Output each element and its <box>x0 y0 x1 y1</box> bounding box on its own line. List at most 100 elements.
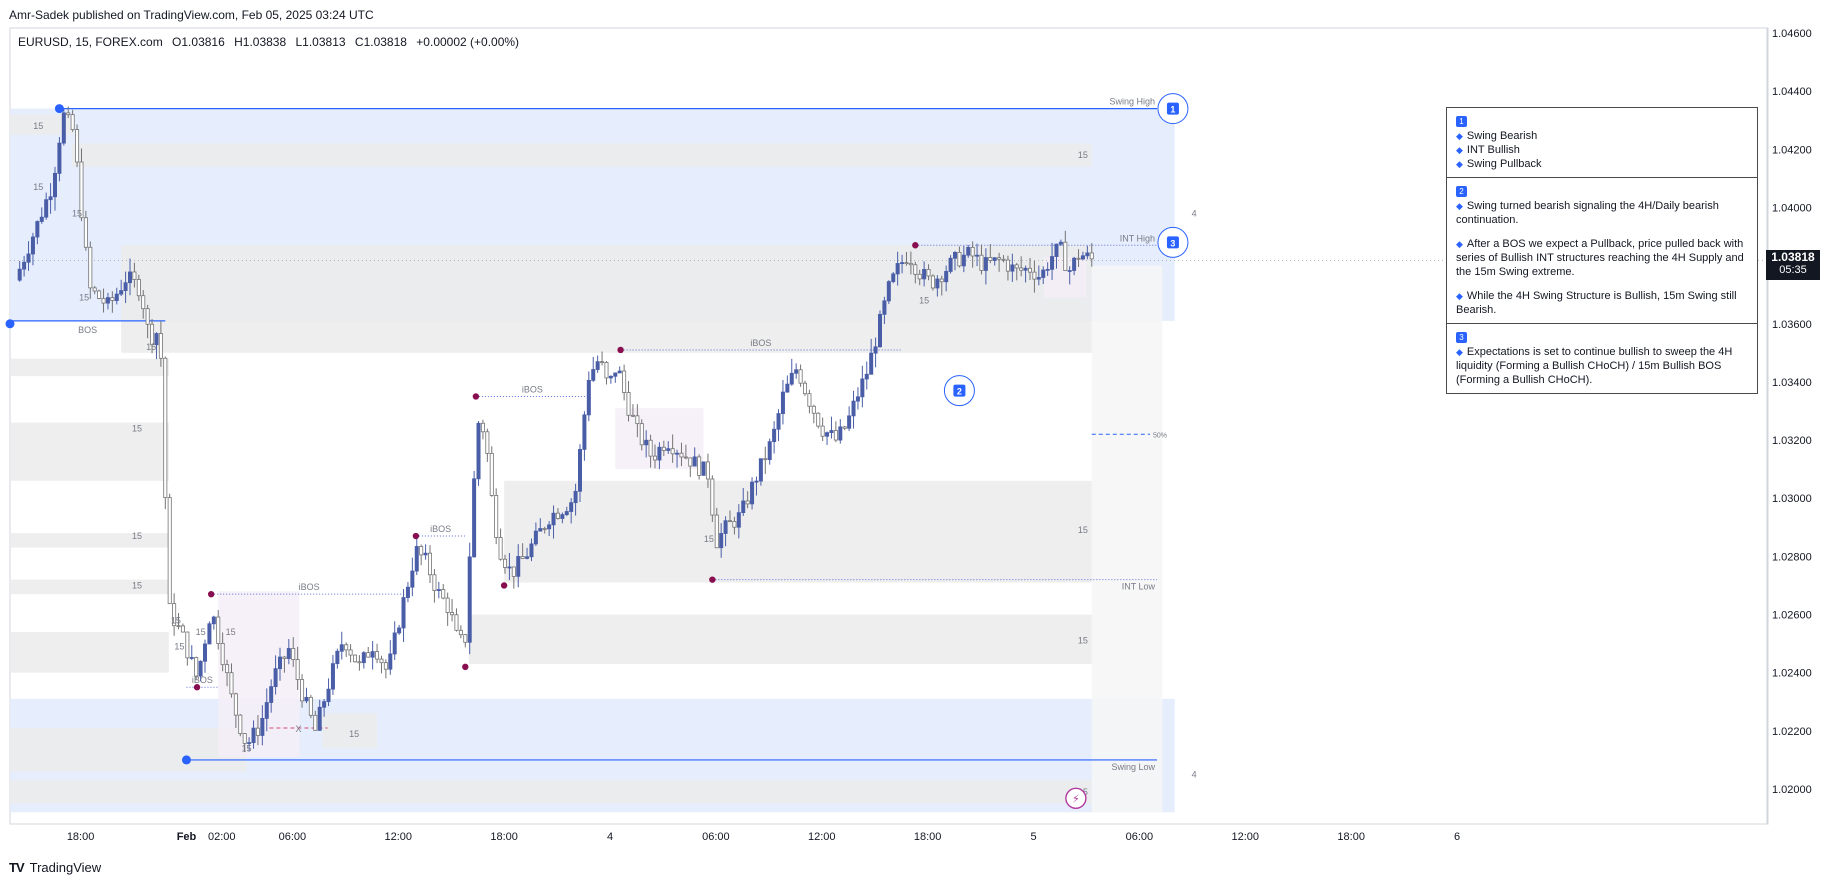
candle-body <box>675 452 680 455</box>
diamond-bullet-icon: ◆ <box>1456 347 1463 357</box>
candle-body <box>913 264 918 275</box>
candle-body <box>573 490 578 504</box>
candle-body <box>908 262 913 266</box>
candle-body <box>564 511 569 516</box>
candle-body <box>939 278 944 283</box>
candle-body <box>705 461 710 480</box>
candle-body <box>736 512 741 528</box>
candle-body <box>61 112 66 144</box>
candle-body <box>555 512 560 519</box>
time-tick-label: 12:00 <box>1232 831 1260 843</box>
candle-body <box>873 346 878 354</box>
candle-body <box>300 679 305 702</box>
symbol-label[interactable]: EURUSD, 15, FOREX.com <box>18 35 163 49</box>
candle-body <box>895 263 900 275</box>
zone-gray <box>10 727 247 772</box>
candle-body <box>851 400 856 417</box>
zone-timeframe-label: 4 <box>1192 769 1197 779</box>
candle-body <box>507 566 512 569</box>
candle-body <box>322 701 327 708</box>
marker-number: 2 <box>957 387 962 397</box>
structure-label: 50% <box>1153 432 1167 439</box>
candle-body <box>882 300 887 315</box>
candle-body <box>728 520 733 523</box>
candle-body <box>679 452 684 458</box>
zone-timeframe-label: 15 <box>132 423 142 433</box>
zone-timeframe-label: 15 <box>146 342 156 352</box>
candle-body <box>825 432 830 437</box>
candle-body <box>119 290 124 295</box>
candle-body <box>498 537 503 560</box>
candle-body <box>723 520 728 534</box>
price-tick-label: 1.04400 <box>1772 86 1812 98</box>
candle-body <box>70 114 75 130</box>
tradingview-logo-icon: TV <box>9 860 25 875</box>
zone-timeframe-label: 15 <box>79 293 89 303</box>
candle-body <box>829 430 834 434</box>
candle-body <box>953 251 958 259</box>
candle-body <box>604 362 609 379</box>
candle-body <box>798 369 803 384</box>
last-price: 1.03818 <box>1771 250 1815 264</box>
zone-timeframe-label: 15 <box>33 121 43 131</box>
candle-body <box>432 574 437 591</box>
candle-body <box>1067 270 1072 272</box>
candle-body <box>750 481 755 505</box>
candle-body <box>326 688 331 703</box>
candle-body <box>917 273 922 280</box>
candle-body <box>511 566 516 577</box>
candle-body <box>158 333 163 359</box>
candle-body <box>348 649 353 656</box>
time-tick-label: 06:00 <box>279 831 307 843</box>
int-pivot <box>462 663 469 671</box>
zone-timeframe-label: 15 <box>1078 636 1088 646</box>
diamond-bullet-icon: ◆ <box>1456 239 1463 249</box>
structure-label: INT High <box>1120 233 1155 243</box>
candle-body <box>688 457 693 467</box>
candle-body <box>542 528 547 530</box>
annotation-number: 2 <box>1456 186 1467 197</box>
footer-brand[interactable]: TV TradingView <box>9 860 101 875</box>
candle-body <box>401 597 406 629</box>
candle-body <box>842 426 847 429</box>
candle-body <box>961 254 966 267</box>
candle-body <box>472 478 477 558</box>
candle-body <box>233 693 238 716</box>
candle-body <box>719 533 724 549</box>
candle-body <box>970 246 975 257</box>
candle-body <box>53 172 58 198</box>
marker-badge <box>953 384 966 397</box>
zone-timeframe-label: 15 <box>174 642 184 652</box>
candle-body <box>569 502 574 512</box>
symbol-ohlc-bar: EURUSD, 15, FOREX.com O1.03816 H1.03838 … <box>18 35 525 49</box>
candle-body <box>92 287 97 292</box>
annotation-section-1: 1 ◆ Swing Bearish ◆ INT Bullish ◆ Swing Pul… <box>1447 108 1757 178</box>
lightning-glyph: ⚡ <box>1072 792 1080 805</box>
candle-body <box>207 623 212 645</box>
candle-body <box>763 458 768 461</box>
candle-body <box>251 727 256 744</box>
marker-badge <box>1166 102 1179 115</box>
candle-body <box>282 656 287 659</box>
candle-body <box>886 281 891 302</box>
time-tick-label: 12:00 <box>384 831 412 843</box>
annotation-text: After a BOS we expect a Pullback, price … <box>1456 238 1744 278</box>
candle-body <box>392 632 397 655</box>
time-tick-label: 4 <box>607 831 613 843</box>
int-pivot <box>617 346 624 354</box>
candle-body <box>767 441 772 460</box>
time-tick-label: 18:00 <box>67 831 95 843</box>
publish-header: Amr-Sadek published on TradingView.com, … <box>0 0 1835 28</box>
zone-gray <box>10 631 169 673</box>
time-tick-label: 06:00 <box>702 831 730 843</box>
price-tick-label: 1.03000 <box>1772 493 1812 505</box>
zone-gray <box>121 245 1092 353</box>
candle-body <box>317 706 322 731</box>
candle-body <box>180 625 185 633</box>
candle-body <box>1050 256 1055 270</box>
marker-number: 1 <box>1170 105 1175 115</box>
candle-body <box>273 668 278 688</box>
structure-label: iBOS <box>750 338 771 348</box>
candle-body <box>441 589 446 599</box>
